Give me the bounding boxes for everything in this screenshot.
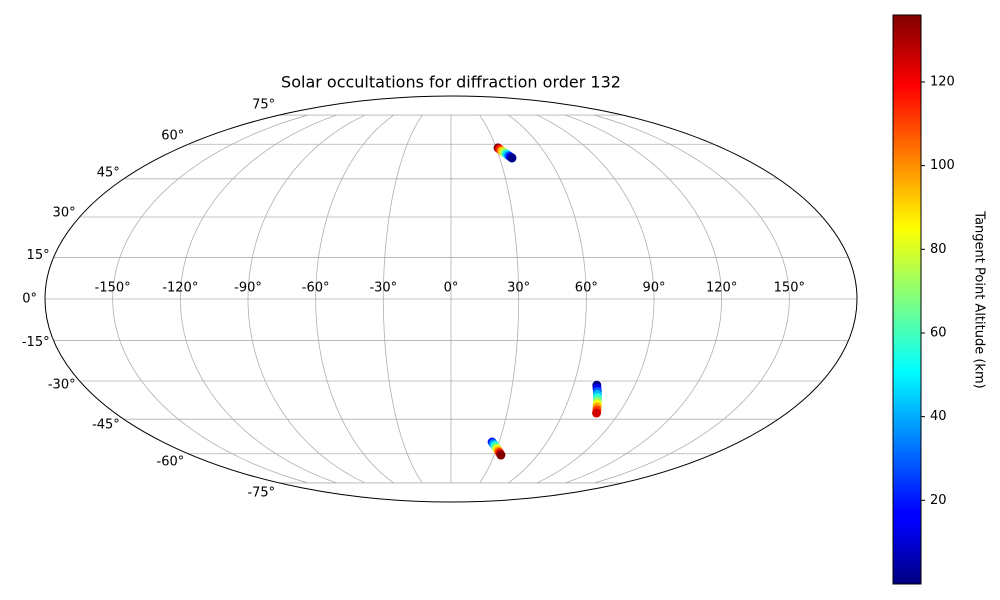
- grid-line: [508, 114, 587, 484]
- colorbar-tick-label: 80: [930, 242, 947, 257]
- chart-title: Solar occultations for diffraction order…: [281, 73, 621, 92]
- colorbar-tick-label: 20: [930, 493, 947, 508]
- grid-line: [565, 114, 723, 484]
- x-tick-label: -120°: [162, 281, 198, 296]
- x-tick-label: -30°: [369, 281, 397, 296]
- grid-line: [179, 114, 337, 484]
- y-tick-label: -60°: [157, 454, 185, 469]
- grid-line: [382, 114, 423, 484]
- data-point: [592, 408, 602, 418]
- x-tick-label: 30°: [507, 281, 530, 296]
- colorbar-tick-label: 60: [930, 325, 947, 340]
- grid-line: [247, 114, 366, 484]
- colorbar-tick-label: 120: [930, 74, 955, 89]
- colorbar: [892, 14, 922, 585]
- x-tick-label: 90°: [642, 281, 665, 296]
- y-tick-label: 0°: [22, 292, 37, 307]
- colorbar-label: Tangent Point Altitude (km): [972, 210, 987, 388]
- y-tick-label: 75°: [252, 98, 275, 113]
- x-tick-label: 0°: [444, 281, 459, 296]
- x-tick-label: -60°: [302, 281, 330, 296]
- y-tick-label: 30°: [53, 205, 76, 220]
- x-tick-label: -150°: [95, 281, 131, 296]
- x-tick-label: -90°: [234, 281, 262, 296]
- x-tick-label: 60°: [575, 281, 598, 296]
- y-tick-label: 60°: [161, 129, 184, 144]
- grid-line: [315, 114, 394, 484]
- y-tick-label: -75°: [247, 485, 275, 500]
- grid-line: [112, 114, 308, 484]
- y-tick-label: -30°: [48, 378, 76, 393]
- grid-line: [536, 114, 655, 484]
- grid-line: [594, 114, 790, 484]
- x-tick-label: 120°: [706, 281, 737, 296]
- colorbar-tick-label: 40: [930, 409, 947, 424]
- y-tick-label: -45°: [92, 418, 120, 433]
- map-outline: [44, 95, 858, 503]
- data-point: [496, 450, 506, 460]
- x-tick-label: 150°: [774, 281, 805, 296]
- y-tick-label: 45°: [97, 165, 120, 180]
- y-tick-label: -15°: [22, 335, 50, 350]
- colorbar-tick-label: 100: [930, 158, 955, 173]
- grid-line: [479, 114, 520, 484]
- y-tick-label: 15°: [27, 248, 50, 263]
- data-point: [507, 153, 517, 163]
